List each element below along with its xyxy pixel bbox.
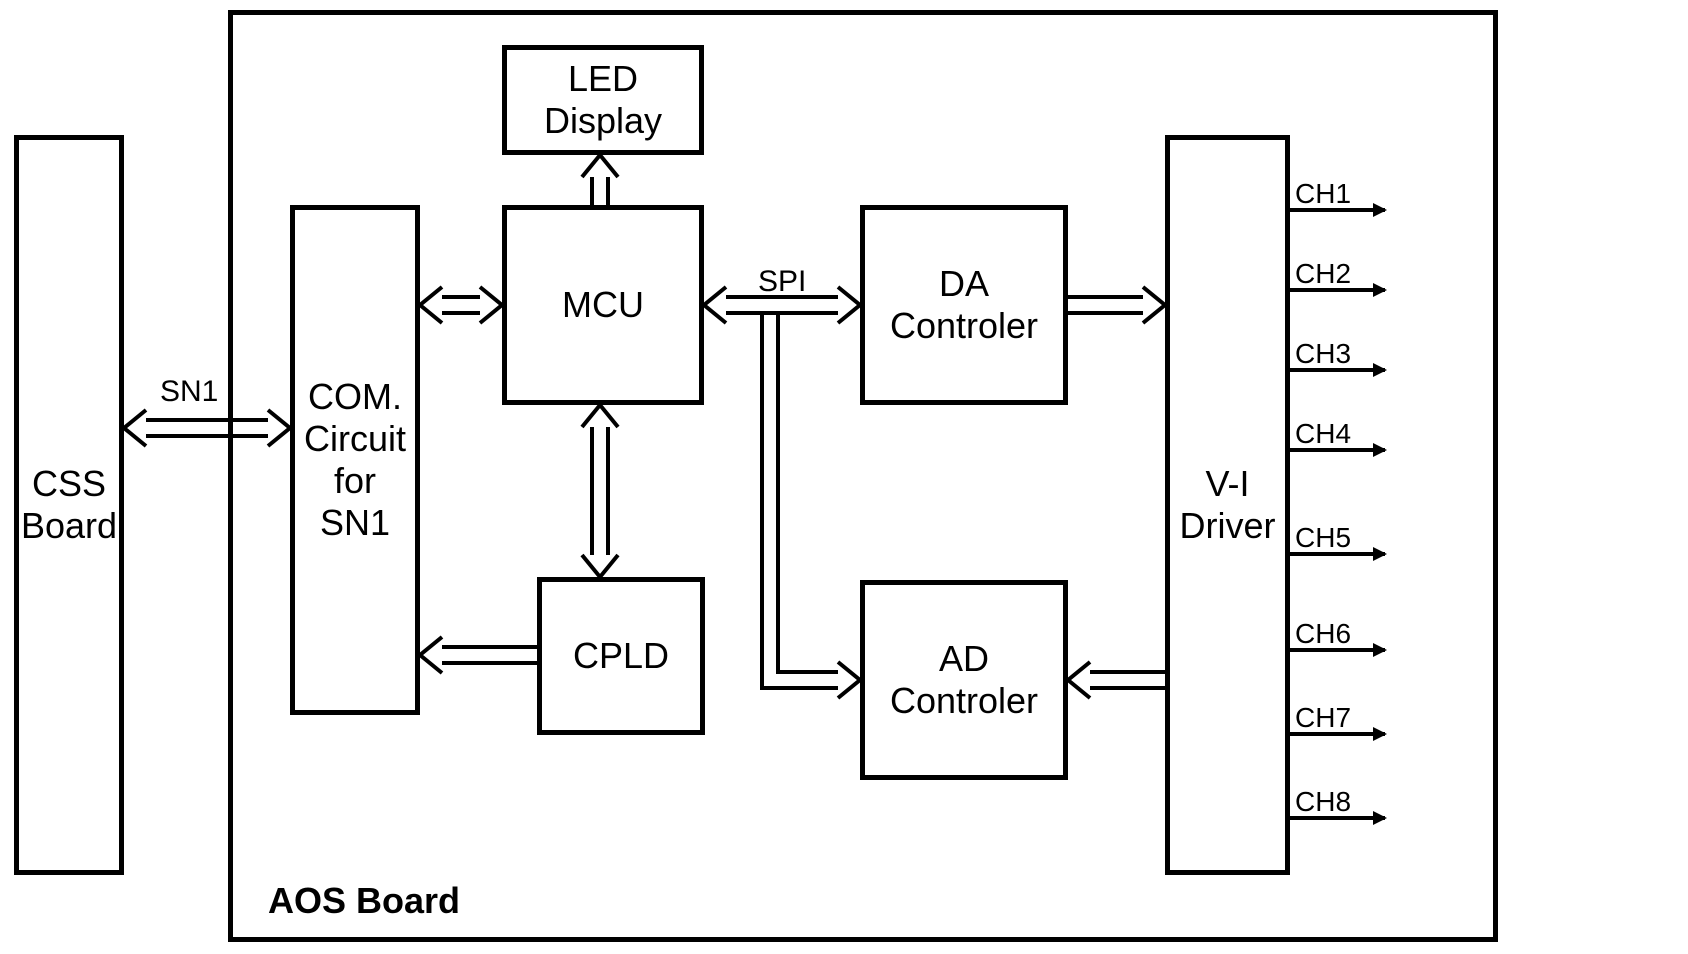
led-display-label: LEDDisplay: [544, 58, 662, 142]
ch1-label: CH1: [1295, 178, 1351, 210]
da-controller-label: DAControler: [890, 263, 1038, 347]
mcu-block: MCU: [502, 205, 704, 405]
ch8-label: CH8: [1295, 786, 1351, 818]
ch4-label: CH4: [1295, 418, 1351, 450]
mcu-label: MCU: [562, 284, 644, 326]
spi-label: SPI: [758, 265, 806, 299]
aos-board-title: AOS Board: [268, 880, 460, 922]
vi-driver-label: V-IDriver: [1180, 463, 1276, 547]
da-controller-block: DAControler: [860, 205, 1068, 405]
ch7-label: CH7: [1295, 702, 1351, 734]
led-display-block: LEDDisplay: [502, 45, 704, 155]
com-circuit-label: COM.CircuitforSN1: [304, 376, 406, 544]
cpld-label: CPLD: [573, 635, 669, 677]
com-circuit-block: COM.CircuitforSN1: [290, 205, 420, 715]
ch5-label: CH5: [1295, 522, 1351, 554]
css-board-label: CSSBoard: [21, 463, 117, 547]
ch6-label: CH6: [1295, 618, 1351, 650]
ch3-label: CH3: [1295, 338, 1351, 370]
cpld-block: CPLD: [537, 577, 705, 735]
vi-driver-block: V-IDriver: [1165, 135, 1290, 875]
css-board-block: CSSBoard: [14, 135, 124, 875]
ch2-label: CH2: [1295, 258, 1351, 290]
ad-controller-block: ADControler: [860, 580, 1068, 780]
sn1-label: SN1: [160, 375, 218, 409]
ad-controller-label: ADControler: [890, 638, 1038, 722]
